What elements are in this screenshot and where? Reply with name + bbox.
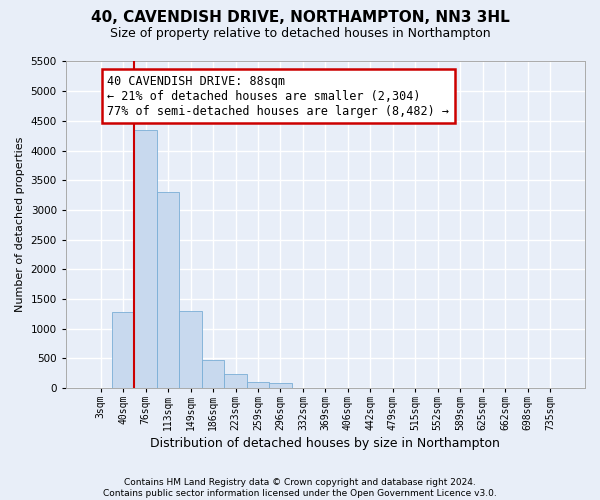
Text: Contains HM Land Registry data © Crown copyright and database right 2024.
Contai: Contains HM Land Registry data © Crown c…	[103, 478, 497, 498]
Text: 40, CAVENDISH DRIVE, NORTHAMPTON, NN3 3HL: 40, CAVENDISH DRIVE, NORTHAMPTON, NN3 3H…	[91, 10, 509, 25]
Bar	[202, 360, 224, 388]
Text: Size of property relative to detached houses in Northampton: Size of property relative to detached ho…	[110, 28, 490, 40]
Bar	[269, 383, 292, 388]
Bar	[179, 310, 202, 388]
Bar	[247, 382, 269, 388]
Bar	[112, 312, 134, 388]
Text: 40 CAVENDISH DRIVE: 88sqm
← 21% of detached houses are smaller (2,304)
77% of se: 40 CAVENDISH DRIVE: 88sqm ← 21% of detac…	[107, 74, 449, 118]
Y-axis label: Number of detached properties: Number of detached properties	[15, 137, 25, 312]
Bar	[134, 130, 157, 388]
X-axis label: Distribution of detached houses by size in Northampton: Distribution of detached houses by size …	[151, 437, 500, 450]
Bar	[157, 192, 179, 388]
Bar	[224, 374, 247, 388]
